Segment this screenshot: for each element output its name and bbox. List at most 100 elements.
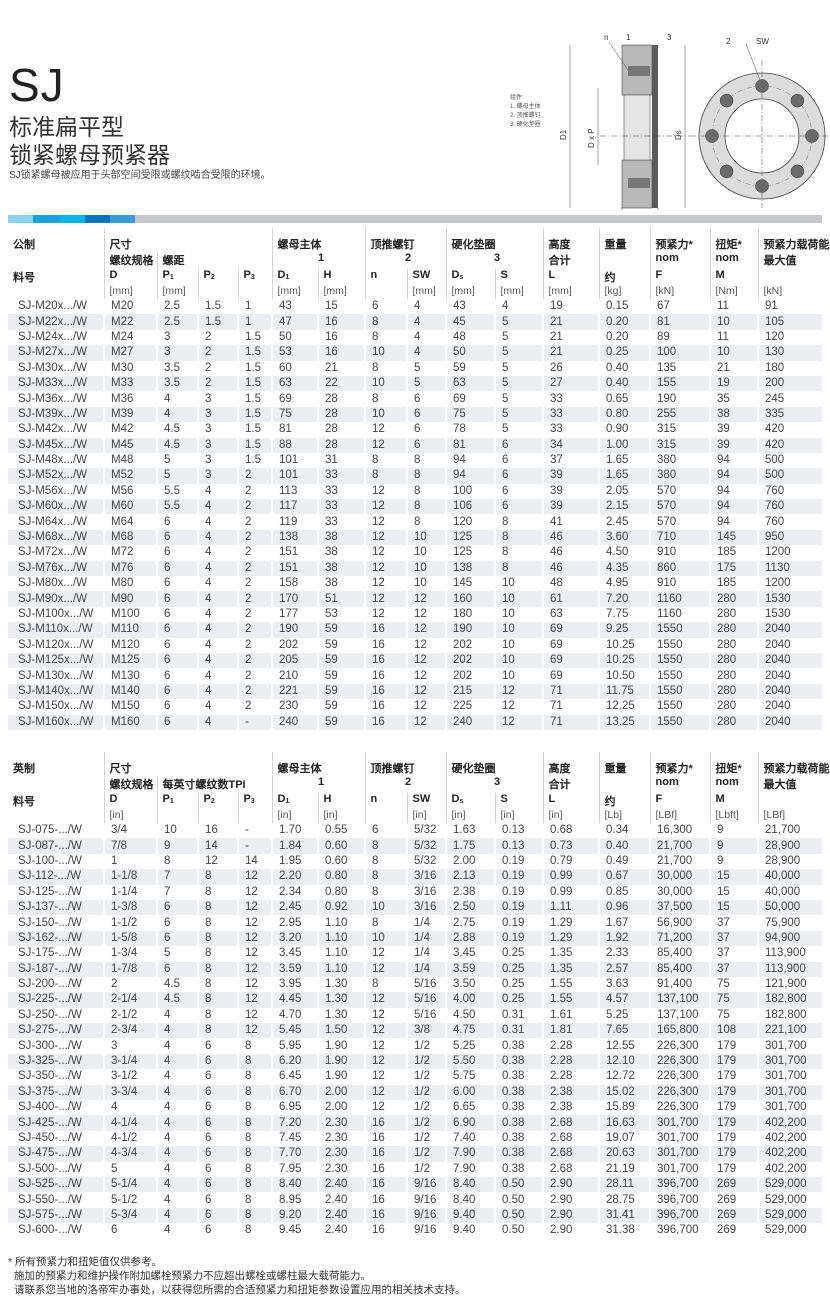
table-cell: 2 xyxy=(197,345,238,361)
table-cell: 47 xyxy=(271,314,318,330)
table-cell: M80 xyxy=(103,576,157,592)
table-cell: 16 xyxy=(364,699,407,715)
table-cell: 2.68 xyxy=(542,1146,599,1162)
table-cell: M60 xyxy=(103,499,157,515)
table-cell: 6 xyxy=(494,452,543,469)
table-cell: 1/2 xyxy=(406,1053,446,1070)
table-cell: 100 xyxy=(445,483,495,500)
table-cell: 108 xyxy=(709,1023,758,1039)
unit-cell xyxy=(237,809,272,823)
table-cell: 9 xyxy=(709,853,758,870)
symbol-cell: D xyxy=(103,793,157,809)
table-cell: 4 xyxy=(156,1038,198,1054)
table-cell: 1.5 xyxy=(237,437,272,453)
table-cell: 0.25 xyxy=(494,976,543,993)
table-cell: 2.75 xyxy=(445,915,495,931)
table-cell: 529,000 xyxy=(757,1207,822,1224)
symbol-cell: P2 xyxy=(197,269,238,285)
table-cell: 202 xyxy=(445,652,495,669)
table-cell: 10 xyxy=(494,652,543,669)
part-number-cell: SJ-425-.../W xyxy=(8,1115,104,1131)
table-cell: 12 xyxy=(364,1069,407,1085)
table-cell: 5.45 xyxy=(271,1023,318,1039)
table-cell: M125 xyxy=(103,652,157,669)
table-row: SJ-M20x.../W M20 2.5 1.5 1 43 15 6 4 43 4 19 0.15 67 1… xyxy=(8,299,822,315)
table-cell: 10 xyxy=(364,899,407,916)
symbol-cell: Ds xyxy=(445,793,495,809)
part-number-cell: SJ-M140x.../W xyxy=(8,683,104,700)
table-cell: 6 xyxy=(156,560,198,577)
part-number-cell: SJ-100-.../W xyxy=(18,854,82,867)
symbol-cell: P2 xyxy=(197,793,238,809)
table-cell: 12 xyxy=(237,1007,272,1024)
table-cell: 119 xyxy=(271,514,318,530)
table-cell: 9/16 xyxy=(406,1207,446,1224)
table-cell: 12 xyxy=(364,1100,407,1116)
table-cell: 50 xyxy=(271,329,318,346)
table-cell: 8 xyxy=(237,1176,272,1193)
symbol-cell: SW xyxy=(406,269,446,285)
table-cell: 8.40 xyxy=(445,1176,495,1193)
table-cell: 21 xyxy=(542,345,599,361)
table-cell: 2.28 xyxy=(542,1053,599,1070)
table-cell: 85,400 xyxy=(649,961,710,977)
table-row: SJ-M30x.../W M30 3.5 2 1.5 60 21 8 5 59 5 26 0.40 135… xyxy=(8,360,822,376)
table-cell: 71 xyxy=(542,683,599,700)
table-cell: 16 xyxy=(364,1223,407,1239)
table-cell: 16 xyxy=(364,683,407,700)
table-cell: 19 xyxy=(709,375,758,392)
table-cell: 30,000 xyxy=(649,869,710,885)
part-number-cell: SJ-M27x.../W xyxy=(8,345,104,361)
part-number-cell: SJ-M39x.../W xyxy=(8,406,104,423)
table-cell: 16 xyxy=(364,1146,407,1162)
table-cell: 120 xyxy=(757,329,822,346)
table-cell: 301,700 xyxy=(649,1161,710,1177)
table-cell: 155 xyxy=(649,375,710,392)
table-cell: 59 xyxy=(317,637,365,653)
table-cell: 0.38 xyxy=(494,1038,543,1054)
table-cell: 7.90 xyxy=(445,1161,495,1177)
table-cell: 16 xyxy=(364,652,407,669)
table-cell: 8 xyxy=(364,468,407,484)
table-cell: 240 xyxy=(271,714,318,730)
table-cell: 4 xyxy=(156,1161,198,1177)
table-cell: 529,000 xyxy=(757,1223,822,1239)
table-cell: 179 xyxy=(709,1161,758,1177)
table-cell: 151 xyxy=(271,560,318,577)
part-number-cell: SJ-M130x.../W xyxy=(18,669,94,682)
table-cell: 71 xyxy=(542,714,599,730)
table-cell: 1.55 xyxy=(542,976,599,993)
part-number-cell: SJ-575-.../W xyxy=(8,1207,104,1224)
table-cell: 6 xyxy=(197,1100,238,1116)
table-cell: 2.90 xyxy=(542,1192,599,1208)
table-cell: 10.50 xyxy=(598,668,650,684)
header-cell: 预紧力载荷能力* xyxy=(757,228,830,252)
table-cell: 1 xyxy=(103,853,157,870)
table-cell: M90 xyxy=(103,591,157,607)
table-cell: 2.45 xyxy=(598,514,650,530)
table-cell: 380 xyxy=(649,468,710,484)
table-cell: 137,100 xyxy=(649,1007,710,1024)
table-cell: 1.30 xyxy=(317,976,365,993)
table-cell: 2.40 xyxy=(317,1176,365,1193)
table-cell: 1530 xyxy=(757,591,822,607)
table-row: SJ-M140x.../W M140 6 4 2 221 59 16 12 215 12 71 11.7… xyxy=(8,683,822,700)
header-cell: 扭矩* xyxy=(709,228,758,252)
table-cell: 35 xyxy=(709,391,758,407)
table-cell: 21 xyxy=(709,360,758,376)
table-cell: 8 xyxy=(406,468,446,484)
table-cell: 145 xyxy=(445,576,495,592)
table-cell: 1/4 xyxy=(406,946,446,962)
table-cell: 117 xyxy=(271,499,318,515)
table-cell: 12 xyxy=(494,699,543,715)
unit-cell: [kN] xyxy=(757,285,822,299)
table-cell: 12 xyxy=(406,591,446,607)
front-view xyxy=(690,43,830,208)
table-cell: 14 xyxy=(197,838,238,854)
table-cell: 8 xyxy=(237,1146,272,1162)
table-cell: 710 xyxy=(649,529,710,546)
table-cell: 4 xyxy=(156,1100,198,1116)
table-cell: 5 xyxy=(494,391,543,407)
symbol-cell xyxy=(757,269,822,285)
table-cell: 12 xyxy=(237,946,272,962)
